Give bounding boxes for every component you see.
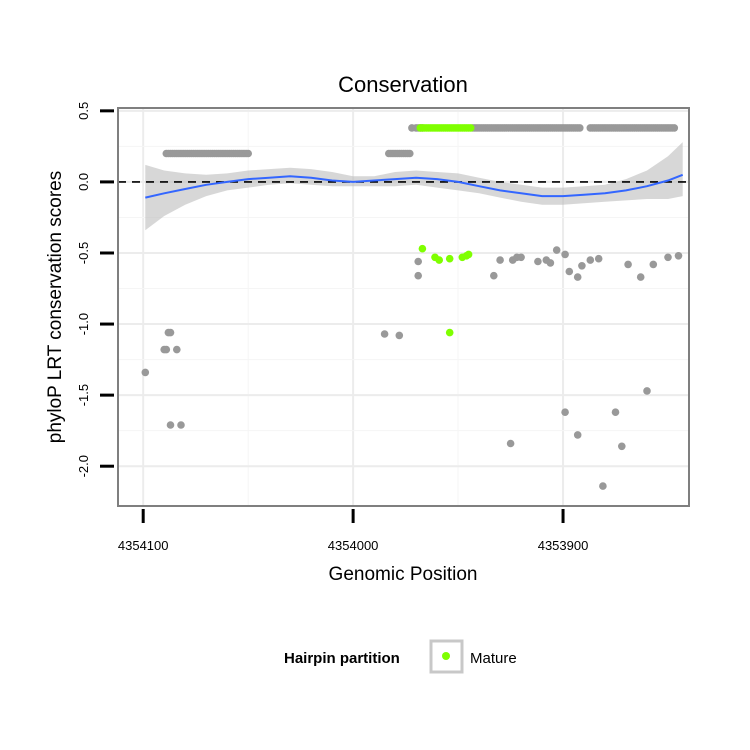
data-point-other [517,253,525,262]
loess-smooth-line [145,173,684,199]
legend-label-mature: Mature [470,650,517,667]
y-tick-label: -1.0 [76,313,91,335]
data-point-other [414,271,423,280]
x-tick-label: 4353900 [538,538,589,553]
data-point-other [618,442,626,451]
data-point-other [496,256,504,264]
data-point-other [166,328,175,337]
data-point-other [586,256,595,264]
y-axis: 0.5 0.0 -0.5 -1.0 -1.5 -2.0 [76,102,114,477]
data-point-other [380,330,389,338]
y-axis-title: phyloP LRT conservation scores [45,171,66,444]
y-tick-label: -2.0 [76,455,91,477]
chart-title: Conservation [338,72,468,97]
data-point-other [573,431,582,439]
y-tick-label: -1.5 [76,384,91,406]
y-tick-label: 0.5 [76,102,91,120]
legend: Hairpin partition Mature [284,639,517,674]
grid-lines [118,108,689,506]
data-point-mature [464,250,473,259]
data-point-other [611,408,620,417]
data-point-other [565,267,574,276]
data-point-other [578,262,586,270]
data-point-other [552,246,561,254]
data-point-mature [435,256,444,264]
data-point-mature [445,328,454,337]
panel-border [117,107,690,507]
plot-panel [117,107,690,507]
y-tick-label: -0.5 [76,242,91,264]
smooth-line-layer [145,173,684,199]
x-tick-label: 4354000 [328,538,379,553]
data-point-other [546,259,555,267]
data-point-other [576,124,584,132]
data-point-other [141,368,150,377]
data-point-other [670,124,679,132]
data-point-mature [445,254,454,263]
data-point-other [173,345,181,354]
x-tick-label: 4354100 [118,538,169,553]
legend-title: Hairpin partition [284,650,400,667]
data-point-other [561,408,569,417]
x-axis: 4354100 4354000 4353900 [118,509,588,553]
x-axis-title: Genomic Position [329,564,478,585]
data-point-other [414,257,423,266]
data-point-other [643,387,651,395]
data-point-other [599,482,607,490]
legend-key-mature-dot [442,652,450,660]
data-point-other [166,421,175,429]
data-point-other [244,149,252,158]
data-point-other [573,273,582,281]
data-point-other [674,252,683,260]
data-point-other [636,273,645,281]
data-point-other [649,260,658,269]
y-tick-label: 0.0 [76,173,91,191]
data-point-mature [418,244,427,253]
data-point-other [177,421,185,429]
data-point-other [594,254,603,263]
data-point-other [624,260,632,269]
data-point-other [490,271,498,280]
data-point-other [534,257,542,266]
panel-background [118,108,689,506]
data-point-other [160,345,168,354]
data-point-mature [466,124,475,132]
data-point-other [506,439,515,448]
points-layer [141,124,683,490]
data-point-other [406,149,414,158]
data-point-other [664,253,672,262]
confidence-ribbon-layer [145,142,683,231]
smooth-confidence-ribbon [145,142,683,231]
data-point-other [395,331,404,340]
data-point-other [561,250,569,259]
